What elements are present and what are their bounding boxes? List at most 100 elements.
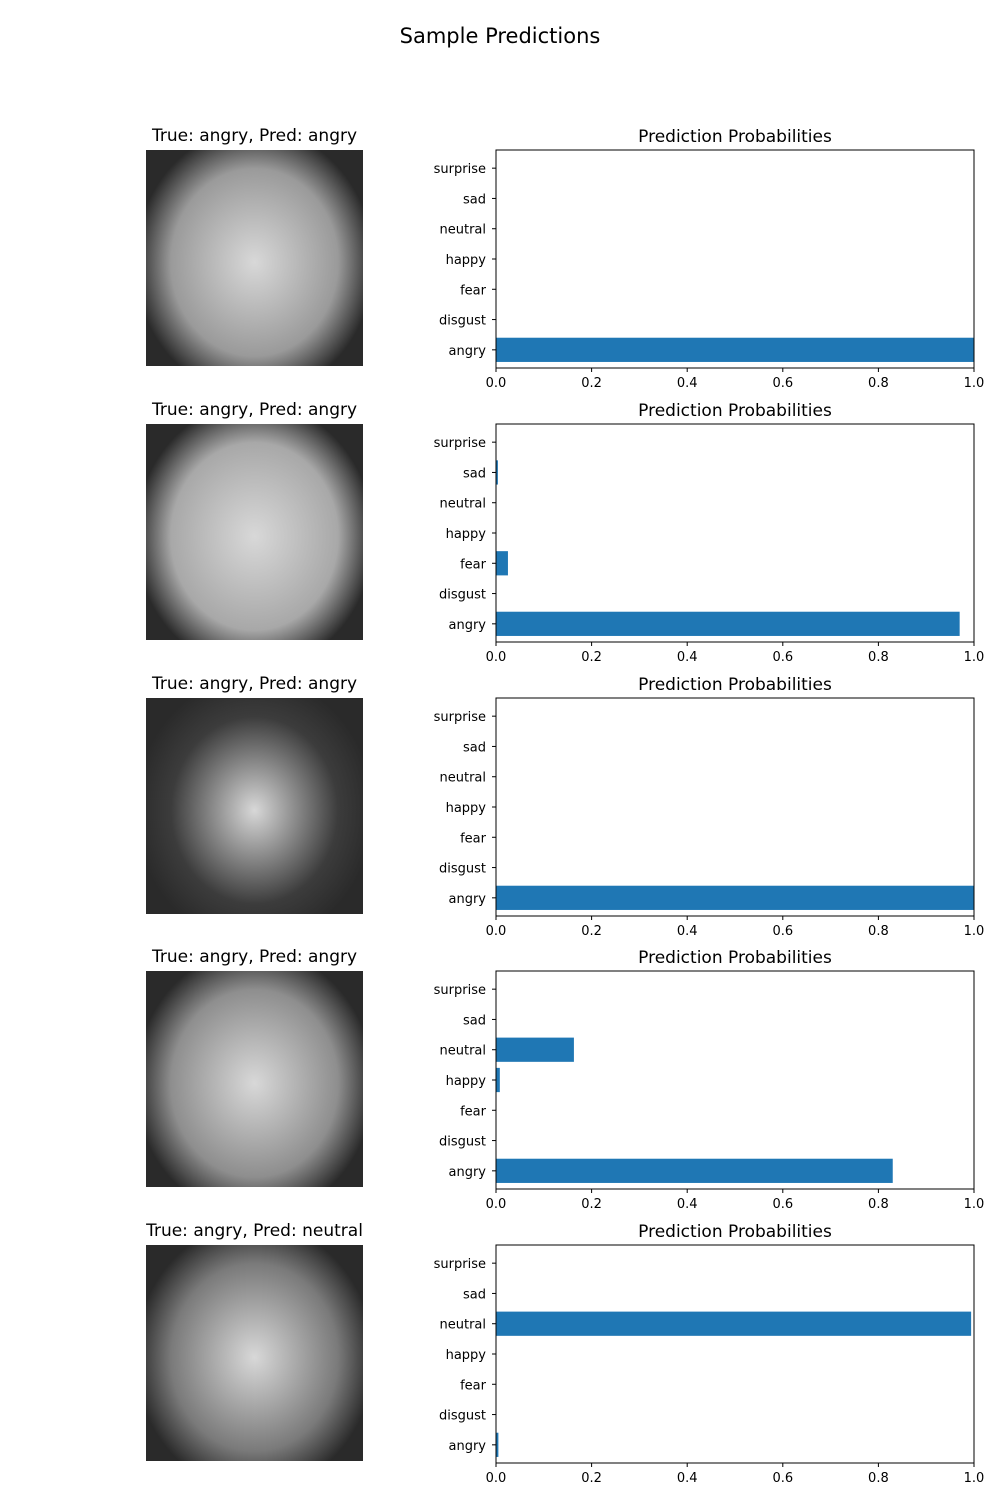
bar-neutral — [496, 1311, 972, 1336]
x-tick-label: 0.2 — [581, 650, 602, 665]
x-tick-label: 0.2 — [581, 376, 602, 391]
y-tick-label: disgust — [439, 314, 486, 329]
x-tick-label: 1.0 — [964, 650, 985, 665]
axes-frame — [495, 697, 975, 917]
x-tick-label: 0.8 — [868, 924, 889, 939]
y-tick-label: happy — [446, 253, 487, 268]
chart-title: Prediction Probabilities — [638, 127, 832, 147]
axes-frame — [495, 1244, 975, 1464]
y-tick-label: angry — [449, 892, 487, 907]
y-tick-label: disgust — [439, 1135, 486, 1150]
face-title: True: angry, Pred: angry — [151, 400, 358, 420]
x-tick-label: 0.2 — [581, 1471, 602, 1486]
axes-frame — [495, 970, 975, 1190]
y-tick-label: neutral — [440, 1044, 487, 1059]
y-tick-label: surprise — [434, 983, 486, 998]
face-title: True: angry, Pred: angry — [151, 947, 358, 967]
bar-angry — [496, 885, 974, 910]
axes-frame — [495, 149, 975, 369]
y-tick-label: neutral — [440, 497, 487, 512]
x-tick-label: 0.6 — [772, 1471, 793, 1486]
y-tick-label: happy — [446, 1348, 487, 1363]
x-tick-label: 0.4 — [677, 1471, 698, 1486]
y-tick-label: disgust — [439, 588, 486, 603]
x-tick-label: 0.0 — [486, 1197, 507, 1212]
x-tick-label: 0.6 — [772, 376, 793, 391]
y-tick-label: happy — [446, 801, 487, 816]
y-tick-label: fear — [460, 283, 487, 298]
chart-title: Prediction Probabilities — [638, 401, 832, 421]
probability-chart: Prediction Probabilities angry disgust fear… — [434, 401, 985, 665]
face-image — [146, 1245, 363, 1461]
x-tick-label: 0.8 — [868, 1197, 889, 1212]
y-tick-label: angry — [449, 344, 487, 359]
probability-chart: Prediction Probabilities angry disgust fear… — [434, 948, 985, 1212]
x-tick-label: 0.0 — [486, 376, 507, 391]
y-tick-label: sad — [463, 466, 486, 481]
probability-chart: Prediction Probabilities angry disgust fear… — [434, 127, 985, 391]
x-tick-label: 0.0 — [486, 650, 507, 665]
x-tick-label: 0.4 — [677, 924, 698, 939]
x-tick-label: 0.4 — [677, 1197, 698, 1212]
probability-chart: Prediction Probabilities angry disgust fear… — [434, 675, 985, 939]
x-tick-label: 1.0 — [964, 924, 985, 939]
x-tick-label: 0.6 — [772, 650, 793, 665]
y-tick-label: disgust — [439, 862, 486, 877]
y-tick-label: fear — [460, 557, 487, 572]
y-tick-label: surprise — [434, 710, 486, 725]
y-tick-label: sad — [463, 740, 486, 755]
x-tick-label: 0.8 — [868, 1471, 889, 1486]
y-tick-label: disgust — [439, 1409, 486, 1424]
figure-title: Sample Predictions — [399, 24, 601, 48]
x-tick-label: 1.0 — [964, 376, 985, 391]
x-tick-label: 0.0 — [486, 1471, 507, 1486]
bar-sad — [496, 460, 498, 485]
y-tick-label: happy — [446, 527, 487, 542]
y-tick-label: neutral — [440, 223, 487, 238]
bar-angry — [496, 611, 960, 636]
y-tick-label: angry — [449, 1165, 487, 1180]
chart-title: Prediction Probabilities — [638, 1222, 832, 1242]
bar-fear — [496, 551, 508, 576]
bar-neutral — [496, 1037, 574, 1062]
y-tick-label: happy — [446, 1074, 487, 1089]
y-tick-label: neutral — [440, 1318, 487, 1333]
x-tick-label: 0.2 — [581, 1197, 602, 1212]
x-tick-label: 0.6 — [772, 1197, 793, 1212]
x-tick-label: 1.0 — [964, 1197, 985, 1212]
y-tick-label: sad — [463, 192, 486, 207]
face-image — [146, 971, 363, 1187]
bar-angry — [496, 337, 974, 362]
face-image — [146, 698, 363, 914]
y-tick-label: fear — [460, 1378, 487, 1393]
x-tick-label: 0.6 — [772, 924, 793, 939]
y-tick-label: angry — [449, 618, 487, 633]
probability-chart: Prediction Probabilities angry disgust fear… — [434, 1222, 985, 1486]
x-tick-label: 0.8 — [868, 376, 889, 391]
face-title: True: angry, Pred: angry — [151, 674, 358, 694]
x-tick-label: 0.8 — [868, 650, 889, 665]
axes-frame — [495, 423, 975, 643]
x-tick-label: 0.4 — [677, 376, 698, 391]
y-tick-label: surprise — [434, 436, 486, 451]
x-tick-label: 0.2 — [581, 924, 602, 939]
bar-angry — [496, 1432, 499, 1457]
x-tick-label: 0.0 — [486, 924, 507, 939]
face-image — [146, 424, 363, 640]
chart-title: Prediction Probabilities — [638, 948, 832, 968]
chart-title: Prediction Probabilities — [638, 675, 832, 695]
y-tick-label: surprise — [434, 162, 486, 177]
y-tick-label: sad — [463, 1287, 486, 1302]
y-tick-label: sad — [463, 1013, 486, 1028]
x-tick-label: 1.0 — [964, 1471, 985, 1486]
face-title: True: angry, Pred: angry — [151, 126, 358, 146]
bar-angry — [496, 1158, 893, 1183]
y-tick-label: fear — [460, 831, 487, 846]
face-image — [146, 150, 363, 366]
y-tick-label: neutral — [440, 771, 487, 786]
y-tick-label: angry — [449, 1439, 487, 1454]
y-tick-label: surprise — [434, 1257, 486, 1272]
y-tick-label: fear — [460, 1104, 487, 1119]
x-tick-label: 0.4 — [677, 650, 698, 665]
